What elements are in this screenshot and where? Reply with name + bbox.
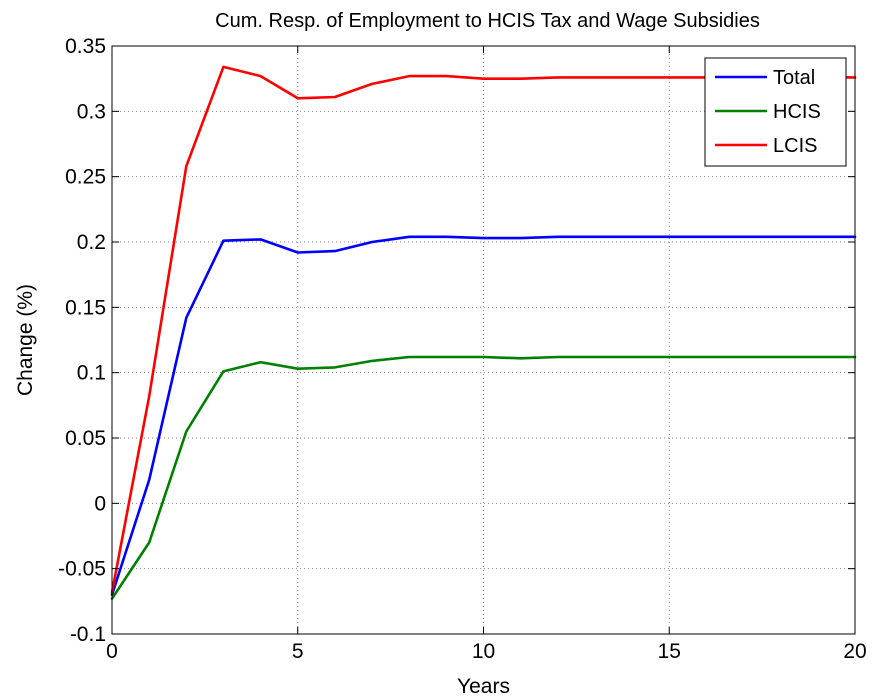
y-tick-label: 0 [94, 492, 106, 515]
legend: Total HCIS LCIS [704, 57, 847, 167]
y-tick-label: 0.2 [77, 231, 106, 254]
y-tick-label: 0.3 [77, 100, 106, 123]
y-tick-label: 0.1 [77, 362, 106, 385]
y-tick-label: 0.35 [65, 35, 106, 58]
y-tick-label: 0.15 [65, 296, 106, 319]
chart-title: Cum. Resp. of Employment to HCIS Tax and… [215, 10, 760, 32]
x-tick-label: 20 [843, 640, 866, 663]
y-tick-label: 0.05 [65, 427, 106, 450]
x-tick-label: 5 [292, 640, 304, 663]
series-line-total [110, 235, 857, 597]
legend-label-lcis: LCIS [773, 135, 817, 157]
y-tick-label: -0.1 [70, 623, 106, 646]
y-tick-label: -0.05 [58, 558, 106, 581]
axis-ticks [111, 45, 856, 635]
legend-label-total: Total [773, 67, 815, 89]
x-tick-label: 0 [106, 640, 118, 663]
legend-label-hcis: HCIS [773, 101, 821, 123]
x-tick-label: 10 [472, 640, 495, 663]
x-axis-label: Years [457, 675, 510, 698]
y-tick-label: 0.25 [65, 166, 106, 189]
series-line-hcis [110, 355, 857, 601]
y-axis-label: Change (%) [14, 284, 37, 396]
x-tick-label: 15 [658, 640, 681, 663]
